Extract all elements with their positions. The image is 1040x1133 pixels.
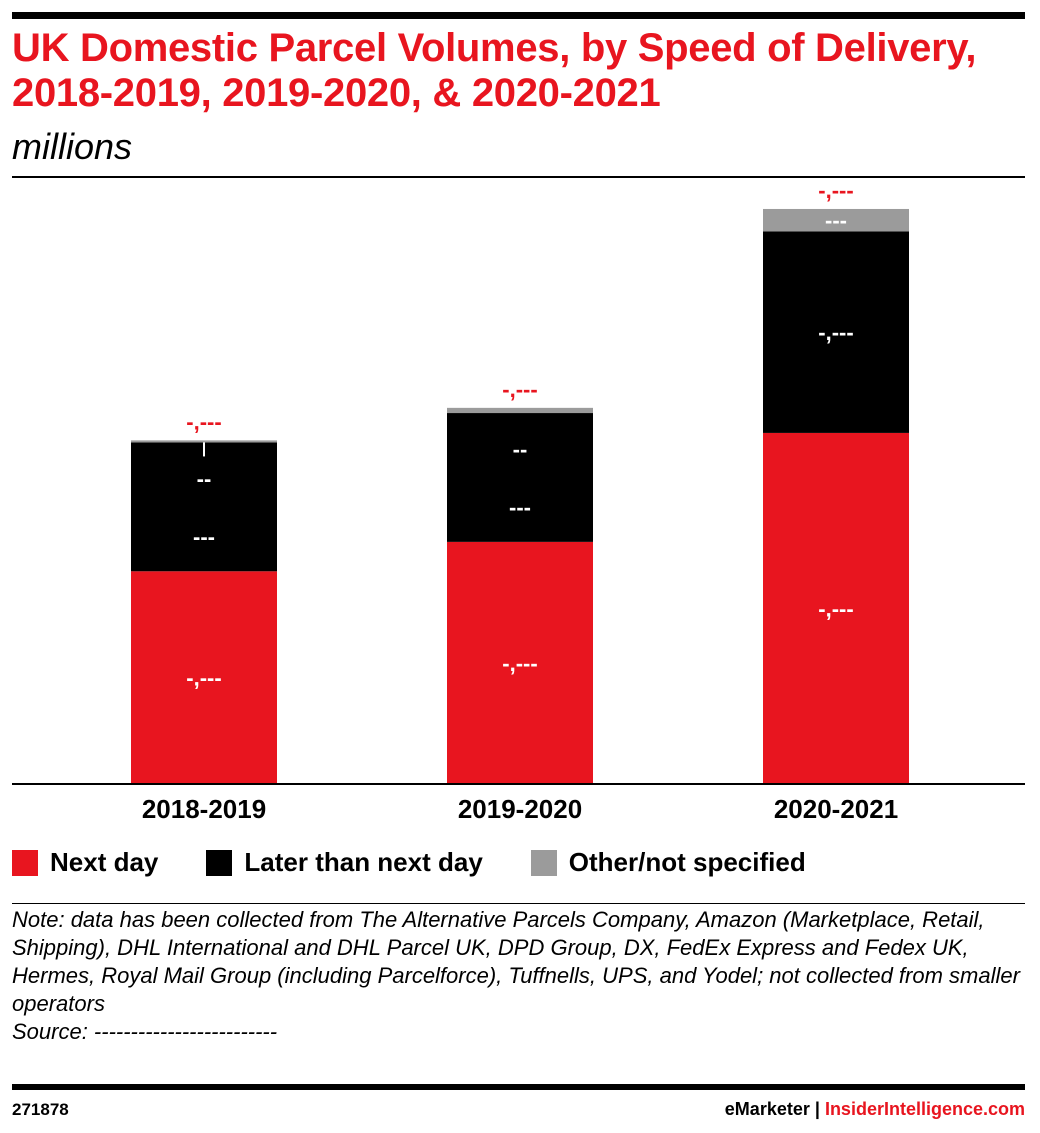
legend-swatch-later-than-next-day xyxy=(206,849,233,876)
subtitle-rule xyxy=(12,176,1025,178)
data-label-2020-2021-series-1: -,--- xyxy=(818,320,853,345)
legend-label-other: Other/not specified xyxy=(568,847,806,877)
data-label-extra-2019-2020-0: -- xyxy=(513,437,528,462)
bar-2019-2020-series-2 xyxy=(447,407,593,414)
data-label-2020-2021-series-0: -,--- xyxy=(818,596,853,621)
legend-swatch-next-day xyxy=(12,849,38,876)
bar-2020-2021-series-2 xyxy=(763,208,909,232)
brand-separator: | xyxy=(814,1099,820,1119)
bottom-rule xyxy=(12,1084,1025,1090)
legend-item-next-day: Next day xyxy=(12,847,158,878)
x-tick-label-2019-2020: 2019-2020 xyxy=(458,794,582,824)
data-label-extra-2018-2019-0: -- xyxy=(197,467,212,492)
legend-label-next-day: Next day xyxy=(50,847,159,877)
bar-2019-2020-series-0 xyxy=(447,541,593,784)
data-label-2018-2019-series-0: -,--- xyxy=(186,666,221,691)
source-text: Source: ------------------------- xyxy=(12,1019,278,1044)
brand-site: InsiderIntelligence.com xyxy=(824,1099,1025,1119)
bar-2020-2021-series-0 xyxy=(763,432,909,784)
x-tick-label-2020-2021: 2020-2021 xyxy=(774,794,898,824)
footer-brand: eMarketer | InsiderIntelligence.com xyxy=(725,1099,1025,1120)
legend-swatch-other xyxy=(530,849,557,876)
data-label-2020-2021-series-2: --- xyxy=(825,208,847,233)
chart-title: UK Domestic Parcel Volumes, by Speed of … xyxy=(12,26,977,115)
legend-item-other: Other/not specified xyxy=(530,847,806,878)
data-label-2019-2020-series-0: -,--- xyxy=(502,651,537,676)
chart-legend: Next day Later than next day Other/not s… xyxy=(12,847,854,878)
legend-rule xyxy=(12,903,1025,904)
brand-name: eMarketer xyxy=(724,1099,810,1119)
note-text: Note: data has been collected from The A… xyxy=(12,907,1020,1016)
data-label-2018-2019-series-1: --- xyxy=(193,524,215,549)
stacked-bar-chart: -,---------,---2018-2019-,---------,---2… xyxy=(12,178,1025,824)
bar-2018-2019-series-2 xyxy=(131,440,277,443)
bar-2018-2019-series-1 xyxy=(131,442,277,572)
legend-label-later-than-next-day: Later than next day xyxy=(244,847,483,877)
x-tick-label-2018-2019: 2018-2019 xyxy=(142,794,266,824)
chart-notes: Note: data has been collected from The A… xyxy=(12,906,1032,1046)
data-label-2019-2020-series-1: --- xyxy=(509,495,531,520)
chart-subtitle: millions xyxy=(12,126,133,167)
chart-id: 271878 xyxy=(12,1100,69,1119)
total-label-2020-2021: -,--- xyxy=(818,178,853,203)
bar-2019-2020-series-1 xyxy=(447,413,593,542)
bar-2018-2019-series-0 xyxy=(131,571,277,784)
bar-2020-2021-series-1 xyxy=(763,231,909,433)
total-label-2018-2019: -,--- xyxy=(186,409,221,434)
total-label-2019-2020: -,--- xyxy=(502,377,537,402)
legend-item-later-than-next-day: Later than next day xyxy=(206,847,483,878)
top-rule xyxy=(12,12,1025,19)
